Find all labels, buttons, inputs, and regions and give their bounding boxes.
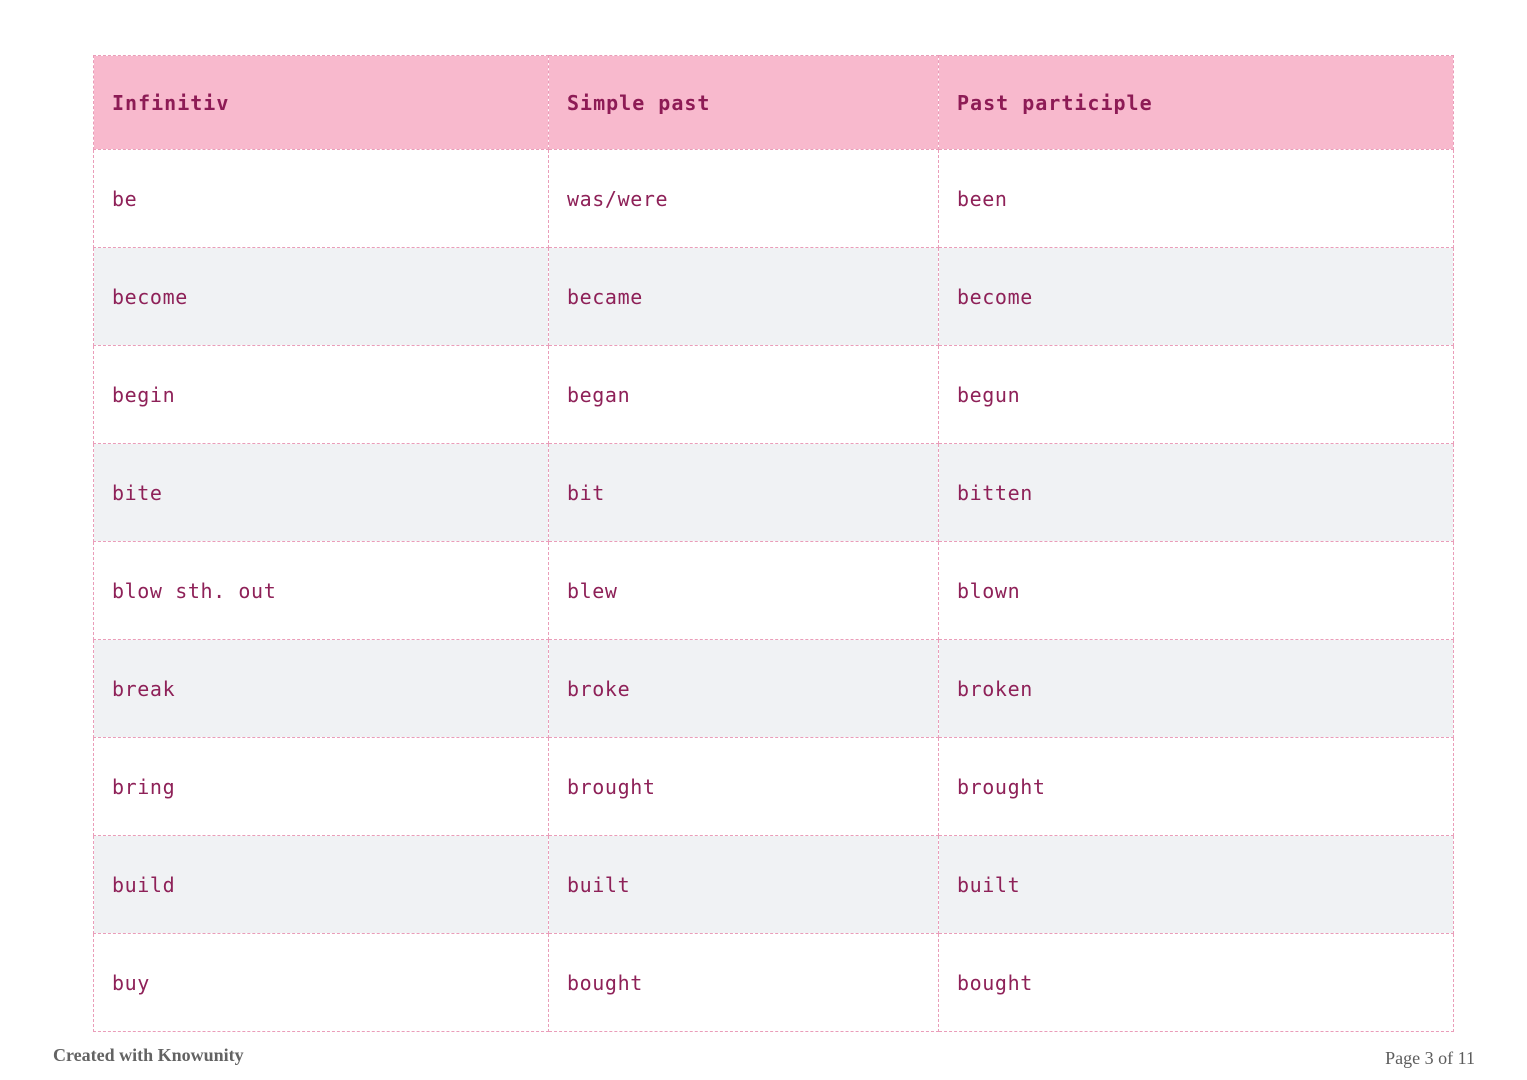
cell-simple-past: began xyxy=(548,345,939,444)
cell-past-participle: brought xyxy=(938,737,1454,836)
cell-infinitive: be xyxy=(93,149,549,248)
cell-infinitive: bite xyxy=(93,443,549,542)
cell-past-participle: built xyxy=(938,835,1454,934)
cell-simple-past: bit xyxy=(548,443,939,542)
column-header-infinitive: Infinitiv xyxy=(93,55,549,150)
table-header-row: Infinitiv Simple past Past participle xyxy=(93,55,1454,150)
cell-simple-past: bought xyxy=(548,933,939,1032)
table-row: become became become xyxy=(93,247,1454,346)
cell-simple-past: built xyxy=(548,835,939,934)
table-row: bite bit bitten xyxy=(93,443,1454,542)
cell-simple-past: was/were xyxy=(548,149,939,248)
table-row: blow sth. out blew blown xyxy=(93,541,1454,640)
table-row: bring brought brought xyxy=(93,737,1454,836)
cell-past-participle: bought xyxy=(938,933,1454,1032)
cell-past-participle: begun xyxy=(938,345,1454,444)
table-row: begin began begun xyxy=(93,345,1454,444)
cell-infinitive: build xyxy=(93,835,549,934)
table-row: break broke broken xyxy=(93,639,1454,738)
column-header-simple-past: Simple past xyxy=(548,55,939,150)
cell-infinitive: buy xyxy=(93,933,549,1032)
cell-simple-past: became xyxy=(548,247,939,346)
cell-infinitive: begin xyxy=(93,345,549,444)
cell-past-participle: been xyxy=(938,149,1454,248)
page-number: Page 3 of 11 xyxy=(1385,1048,1475,1068)
cell-simple-past: brought xyxy=(548,737,939,836)
cell-simple-past: broke xyxy=(548,639,939,738)
table-row: be was/were been xyxy=(93,149,1454,248)
table-row: build built built xyxy=(93,835,1454,934)
cell-infinitive: blow sth. out xyxy=(93,541,549,640)
cell-simple-past: blew xyxy=(548,541,939,640)
cell-infinitive: break xyxy=(93,639,549,738)
cell-infinitive: become xyxy=(93,247,549,346)
footer-branding: Created with Knowunity xyxy=(53,1045,244,1065)
cell-past-participle: bitten xyxy=(938,443,1454,542)
cell-past-participle: blown xyxy=(938,541,1454,640)
cell-past-participle: broken xyxy=(938,639,1454,738)
irregular-verbs-table: Infinitiv Simple past Past participle be… xyxy=(93,55,1454,1032)
cell-past-participle: become xyxy=(938,247,1454,346)
column-header-past-participle: Past participle xyxy=(938,55,1454,150)
table-row: buy bought bought xyxy=(93,933,1454,1032)
cell-infinitive: bring xyxy=(93,737,549,836)
